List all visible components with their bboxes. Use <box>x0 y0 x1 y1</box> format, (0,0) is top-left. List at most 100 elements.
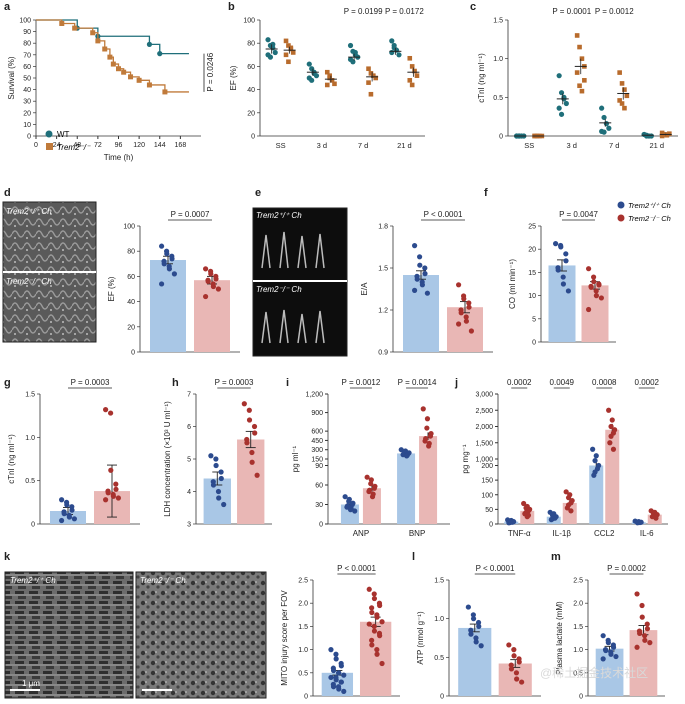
b-data-point <box>327 75 332 81</box>
a-ytick-label: 20 <box>23 110 31 117</box>
e-pvalue: P < 0.0001 <box>424 210 463 219</box>
panel-label-c: c <box>470 1 476 13</box>
echo-label-e-top: Trem2⁺/⁺ Ch <box>256 211 302 220</box>
h-data-point <box>218 475 224 482</box>
e-bar-wt <box>403 275 439 352</box>
m-data-point <box>600 656 606 662</box>
j-ytick-label: 50 <box>485 507 493 514</box>
i-data-point <box>349 501 355 508</box>
h-data-point <box>249 459 255 465</box>
panel-label-k: k <box>4 551 11 563</box>
legend-f-ko: Trem2⁻/⁻ Ch <box>628 214 671 223</box>
i-data-point <box>404 453 410 459</box>
g-data-point <box>59 517 65 524</box>
f-data-point <box>558 244 564 250</box>
l-data-point <box>468 627 474 633</box>
g-ylabel: cTnI (ng ml⁻¹) <box>7 434 16 484</box>
k-ytick-label: 0 <box>304 694 308 701</box>
i-data-point <box>371 485 377 491</box>
m-data-point <box>605 640 611 646</box>
l-data-point <box>519 679 525 685</box>
k-data-point <box>374 651 380 657</box>
c-data-point <box>648 133 654 139</box>
i-data-point <box>352 508 358 514</box>
f-data-point <box>598 295 605 301</box>
a-censor-point <box>146 82 152 88</box>
j-data-point <box>564 505 570 511</box>
c-ytick-label: 1.0 <box>493 56 503 63</box>
g-data-point <box>59 497 65 503</box>
g-data-point <box>61 510 67 517</box>
d-ytick-label: 100 <box>123 224 135 231</box>
b-data-point <box>368 91 374 97</box>
a-censor-point <box>157 51 163 57</box>
k-data-point <box>330 667 337 674</box>
f-ytick-label: 20 <box>528 247 536 254</box>
j-data-point <box>568 508 574 514</box>
k-data-point <box>336 686 342 692</box>
k-data-point <box>333 677 339 683</box>
i-data-point <box>364 474 370 480</box>
b-data-point <box>407 55 413 61</box>
c-ytick-label: 0 <box>499 134 503 141</box>
m-data-point <box>603 647 609 654</box>
b-ytick-label: 0 <box>251 134 255 141</box>
i-data-point <box>342 494 348 500</box>
legend-f: Trem2⁺/⁺ Ch Trem2⁻/⁻ Ch <box>617 201 671 223</box>
l-data-point <box>476 623 482 630</box>
echo-label-d-bottom: Trem2⁻/⁻ Ch <box>6 277 52 286</box>
b-data-point <box>347 42 354 49</box>
a-censor-point <box>59 20 65 26</box>
f-data-point <box>563 258 569 264</box>
e-data-point <box>466 300 472 306</box>
h-data-point <box>208 453 214 459</box>
b-data-point <box>409 82 415 88</box>
j-data-point <box>524 514 530 520</box>
a-censor-point <box>72 25 78 31</box>
b-xtick-label: SS <box>276 141 286 150</box>
l-data-point <box>506 642 512 648</box>
f-data-point <box>588 284 594 290</box>
d-ytick-label: 80 <box>127 249 135 256</box>
k-data-point <box>341 688 347 694</box>
b-data-point <box>352 49 358 56</box>
g-data-point <box>108 410 114 416</box>
a-censor-point <box>136 77 142 83</box>
c-xtick-label: 7 d <box>609 141 619 150</box>
k-data-point <box>371 623 377 630</box>
m-data-point <box>634 591 640 597</box>
g-data-point <box>110 493 116 499</box>
f-data-point <box>563 251 569 257</box>
b-data-point <box>290 50 296 55</box>
b-data-point <box>391 45 397 51</box>
b-data-point <box>332 81 337 87</box>
a-xtick-label: 120 <box>133 142 145 149</box>
d-data-point <box>161 261 167 267</box>
em-image-k: Trem2⁺/⁺ Ch Trem2⁻/⁻ Ch 1 μm <box>4 571 267 699</box>
a-series-wt-line <box>36 19 189 55</box>
l-data-point <box>468 631 474 637</box>
k-ytick-label: 2.0 <box>298 601 308 608</box>
i-ytick-label: 90 <box>315 463 323 470</box>
m-data-point <box>634 644 640 650</box>
k-data-point <box>371 595 378 602</box>
a-censor-point <box>107 54 113 60</box>
e-ylabel: E/A <box>360 282 369 296</box>
l-data-point <box>470 612 476 618</box>
h-data-point <box>251 423 258 430</box>
f-data-point <box>565 288 572 294</box>
d-data-point <box>159 281 165 287</box>
j-data-point <box>590 446 596 452</box>
g-data-point <box>108 467 114 473</box>
d-data-point <box>215 286 221 292</box>
k-data-point <box>333 651 339 657</box>
l-ytick-label: 0 <box>440 694 444 701</box>
m-ytick-label: 1.5 <box>573 624 583 631</box>
e-data-point <box>422 271 428 277</box>
a-ytick-label: 30 <box>23 99 31 106</box>
k-data-point <box>374 614 380 620</box>
c-data-point <box>574 70 580 75</box>
d-data-point <box>164 251 170 257</box>
i-data-point <box>424 416 431 422</box>
panel-label-j: j <box>454 377 458 389</box>
